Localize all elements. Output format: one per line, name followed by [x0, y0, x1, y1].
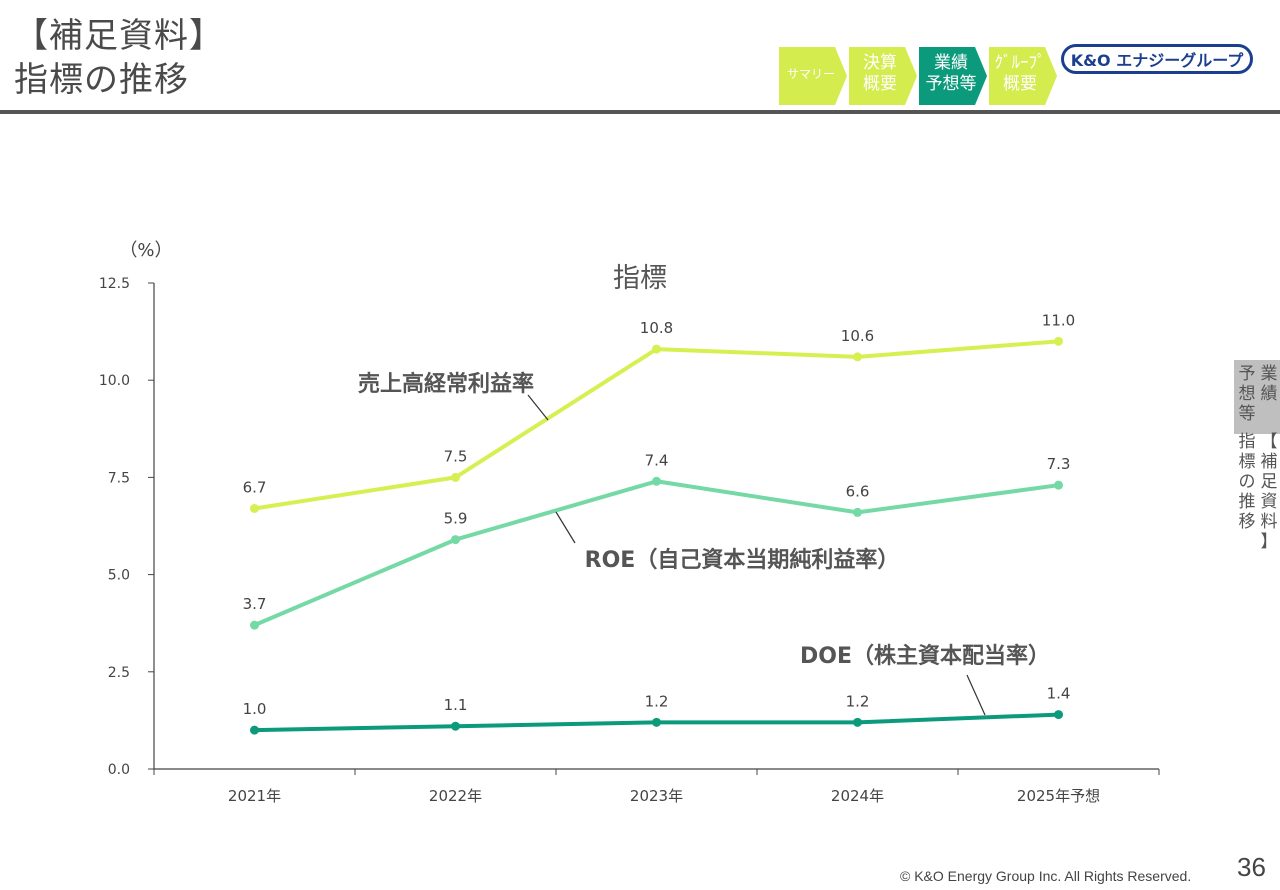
nav-tab-group-label: ｸﾞﾙｰﾌﾟ 概要: [994, 53, 1046, 94]
x-tick-label: 2022年: [429, 787, 482, 805]
data-label: 6.7: [243, 479, 267, 497]
y-axis-label: （%）: [119, 240, 172, 261]
nav-arrow-summary: [779, 47, 847, 105]
series-callout-line: [966, 674, 986, 716]
header-divider: [0, 110, 1280, 114]
page-title: 【補足資料】 指標の推移: [14, 14, 224, 102]
y-tick-label: 5.0: [108, 568, 130, 584]
side-tab-text-2: 予 想 等: [1238, 364, 1256, 424]
y-tick-label: 0.0: [108, 762, 130, 778]
data-label: 10.8: [640, 319, 673, 337]
data-label: 11.0: [1042, 311, 1075, 329]
y-tick-label: 12.5: [99, 276, 130, 292]
series-callout-line: [555, 511, 576, 544]
data-label: 7.3: [1047, 455, 1071, 473]
series-name-label: 売上高経常利益率: [358, 371, 534, 397]
data-point: [1054, 480, 1063, 490]
nav-arrow-forecast: [919, 47, 987, 105]
data-point: [250, 504, 259, 514]
series-name-label: ROE（自己資本当期純利益率）: [585, 547, 900, 573]
x-tick-label: 2021年: [228, 787, 281, 805]
data-point: [451, 472, 460, 482]
data-label: 1.4: [1047, 685, 1071, 703]
data-label: 6.6: [846, 482, 870, 500]
nav-tab-results-label: 決算 概要: [863, 53, 897, 94]
nav-arrows: [779, 47, 1057, 105]
series-name-label: DOE（株主資本配当率）: [800, 643, 1050, 669]
data-label: 10.6: [841, 327, 874, 345]
nav-tab-results[interactable]: 決算 概要: [849, 45, 911, 103]
y-tick-label: 2.5: [108, 665, 130, 681]
data-point: [250, 725, 259, 735]
nav-arrow-group: [989, 47, 1057, 105]
data-label: 3.7: [243, 595, 267, 613]
nav-tab-group[interactable]: ｸﾞﾙｰﾌﾟ 概要: [989, 45, 1051, 103]
nav-tab-summary-label: サマリー: [786, 66, 835, 81]
page-title-line1: 【補足資料】: [14, 16, 224, 56]
nav-tab-summary[interactable]: サマリー: [779, 45, 843, 103]
data-label: 1.0: [243, 700, 267, 718]
y-tick-label: 7.5: [108, 470, 130, 486]
x-tick-label: 2025年予想: [1017, 787, 1100, 805]
data-point: [250, 620, 259, 630]
x-tick-label: 2023年: [630, 787, 683, 805]
nav-arrow-results: [849, 47, 917, 105]
page-title-line2: 指標の推移: [14, 60, 189, 100]
nav-tab-forecast[interactable]: 業績 予想等: [919, 45, 983, 103]
data-label: 1.2: [645, 692, 669, 710]
data-label: 5.9: [444, 510, 468, 528]
data-label: 1.2: [846, 692, 870, 710]
company-logo: K&O エナジーグループ: [1061, 44, 1253, 74]
data-label: 7.4: [645, 451, 669, 469]
data-point: [652, 476, 661, 486]
data-point: [1054, 336, 1063, 346]
side-tab-bg: [1234, 360, 1280, 434]
data-label: 1.1: [444, 696, 468, 714]
copyright-text: © K&O Energy Group Inc. All Rights Reser…: [900, 868, 1192, 884]
side-tab-text-4: 指 標 の 推 移: [1238, 432, 1256, 532]
data-point: [652, 344, 661, 354]
chart-title: 指標: [613, 263, 667, 294]
page-number: 36: [1237, 852, 1266, 882]
data-point: [451, 721, 460, 731]
series-callout-line: [527, 394, 549, 421]
data-point: [652, 717, 661, 727]
y-tick-label: 10.0: [99, 373, 130, 389]
data-point: [1054, 710, 1063, 720]
side-tab-text-3: 【 補 足 資 料 】: [1260, 432, 1278, 552]
data-point: [853, 507, 862, 517]
x-tick-label: 2024年: [831, 787, 884, 805]
company-logo-text: K&O エナジーグループ: [1070, 51, 1244, 70]
data-label: 7.5: [444, 447, 468, 465]
data-point: [853, 352, 862, 362]
nav-tab-forecast-label: 業績 予想等: [925, 53, 977, 94]
side-tab-text-1: 業 績: [1260, 364, 1278, 404]
data-point: [451, 535, 460, 545]
data-point: [853, 717, 862, 727]
